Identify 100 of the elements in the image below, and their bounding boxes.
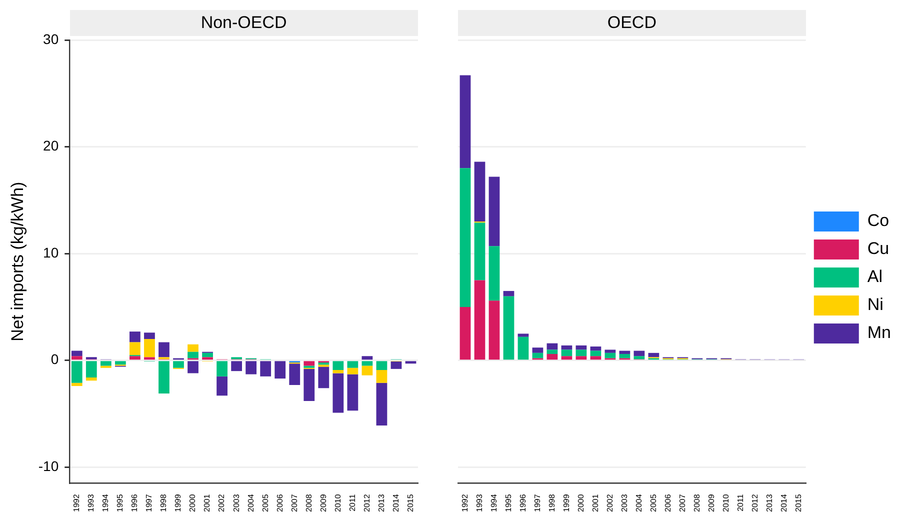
x-tick-label: 2000 — [188, 494, 198, 512]
bar — [71, 361, 82, 383]
bar — [130, 342, 140, 356]
bar — [619, 354, 630, 358]
legend-label: Mn — [867, 323, 892, 342]
bar — [619, 350, 630, 354]
bar — [130, 332, 140, 342]
bar — [71, 382, 82, 386]
bar — [216, 361, 228, 376]
bar — [488, 246, 500, 301]
bar — [576, 350, 587, 356]
x-tick-label: 2005 — [648, 494, 658, 512]
bar — [460, 306, 471, 360]
bar — [474, 280, 486, 360]
bar — [604, 350, 616, 353]
bar — [376, 382, 388, 426]
x-tick-label: 2013 — [376, 494, 386, 512]
bar — [390, 361, 402, 369]
bar — [202, 352, 213, 358]
bar — [634, 350, 645, 356]
bar — [460, 168, 471, 307]
x-tick-label: 2001 — [202, 494, 212, 512]
bar — [362, 361, 373, 366]
bar — [590, 356, 602, 360]
bar — [144, 339, 155, 358]
chart-title: OECD — [458, 10, 806, 36]
legend-label: Ni — [867, 295, 884, 314]
y-tick-label: 10 — [43, 244, 59, 260]
x-tick-label: 2004 — [246, 494, 256, 512]
x-tick-label: 1997 — [532, 494, 542, 512]
bar — [86, 361, 97, 378]
x-tick-label: 1999 — [174, 494, 183, 512]
bar — [130, 356, 140, 360]
bar — [332, 370, 344, 374]
x-tick-label: 2010 — [333, 494, 342, 512]
bar — [518, 336, 529, 360]
bar — [546, 343, 558, 350]
bar — [532, 348, 544, 353]
bar — [576, 345, 587, 350]
bar — [362, 366, 373, 376]
y-axis-title: Net imports (kg/kWh) — [8, 182, 27, 342]
bar — [532, 352, 544, 358]
bar — [289, 364, 300, 385]
legend-label: Cu — [867, 239, 890, 258]
x-tick-label: 1999 — [562, 494, 571, 512]
bar — [71, 350, 82, 356]
x-tick-label: 2011 — [348, 494, 357, 512]
x-tick-label: 1993 — [86, 494, 96, 512]
bar — [332, 361, 344, 370]
x-tick-label: 1994 — [101, 494, 110, 512]
bar — [260, 361, 272, 376]
bar — [546, 350, 558, 354]
y-tick-label: 0 — [50, 351, 59, 368]
legend-label: Al — [867, 267, 883, 286]
x-tick-label: 1998 — [547, 494, 556, 512]
x-tick-label: 2006 — [663, 494, 672, 512]
x-tick-label: 2012 — [362, 494, 372, 512]
bar — [274, 361, 286, 379]
y-tick-label: -10 — [38, 458, 59, 474]
x-tick-label: 2015 — [406, 494, 415, 512]
x-tick-label: 1995 — [116, 494, 125, 512]
bar — [503, 290, 514, 296]
bar — [460, 75, 471, 168]
bar — [188, 344, 198, 352]
bar — [318, 366, 330, 388]
x-tick-label: 2003 — [620, 494, 629, 512]
bar — [216, 376, 228, 396]
y-tick-label: 30 — [43, 30, 59, 47]
x-tick-label: 2014 — [779, 494, 788, 512]
x-tick-label: 2006 — [275, 494, 284, 512]
bar — [474, 222, 486, 280]
x-tick-label: 2002 — [217, 494, 226, 512]
bar — [503, 296, 514, 360]
bar — [188, 352, 198, 358]
bar — [561, 345, 572, 350]
x-tick-label: 2008 — [304, 494, 314, 512]
bar — [304, 368, 315, 401]
x-tick-label: 2014 — [391, 494, 400, 512]
bar — [648, 352, 660, 358]
bar — [114, 361, 126, 365]
bar — [144, 332, 155, 340]
x-tick-label: 1997 — [144, 494, 154, 512]
bar — [604, 352, 616, 358]
bar — [347, 374, 358, 411]
bar — [188, 361, 198, 374]
bar — [561, 350, 572, 356]
x-tick-label: 2003 — [232, 494, 241, 512]
bar — [376, 361, 388, 370]
bar — [144, 357, 155, 360]
bar — [576, 356, 587, 360]
bar — [304, 361, 315, 366]
bar — [634, 356, 645, 360]
legend-label: Co — [867, 211, 890, 230]
bar — [332, 373, 344, 413]
x-tick-label: 2002 — [605, 494, 614, 512]
bar — [518, 334, 529, 337]
x-tick-label: 1992 — [72, 494, 82, 512]
x-tick-label: 2007 — [678, 494, 687, 512]
bar — [231, 361, 242, 372]
x-tick-label: 2000 — [576, 494, 586, 512]
